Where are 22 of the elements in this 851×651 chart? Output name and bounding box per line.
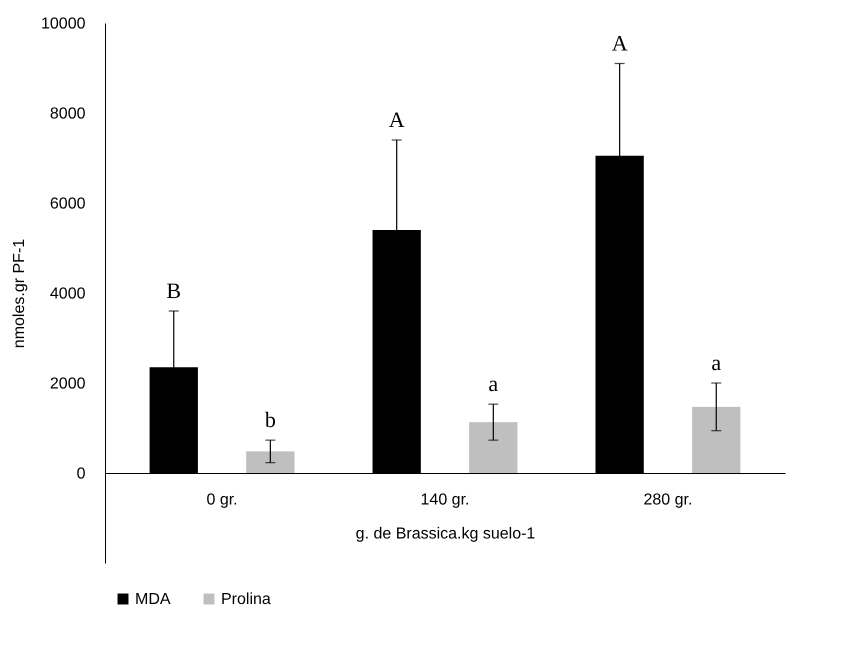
annotation: A <box>388 107 405 132</box>
annotation: B <box>166 278 182 303</box>
legend-label: MDA <box>135 591 171 608</box>
y-tick-label: 2000 <box>50 376 86 392</box>
bar <box>246 451 295 473</box>
y-tick-label: 4000 <box>50 286 86 302</box>
y-tick-label: 0 <box>76 466 86 482</box>
annotation: a <box>711 350 722 375</box>
y-tick-label: 8000 <box>50 106 86 122</box>
annotation: a <box>488 371 498 396</box>
legend-label: Prolina <box>221 591 271 608</box>
bar <box>692 406 740 473</box>
annotation: b <box>264 407 276 432</box>
y-axis-title: nmoles.gr PF-1 <box>11 238 28 348</box>
x-tick-label: 0 gr. <box>206 492 238 508</box>
x-tick-label: 280 gr. <box>643 492 692 508</box>
y-tick-label: 10000 <box>41 16 86 32</box>
bar <box>469 422 518 473</box>
annotation: A <box>612 30 628 56</box>
x-axis-title: g. de Brassica.kg suelo-1 <box>356 526 536 542</box>
x-tick-label: 140 gr. <box>420 492 470 508</box>
y-tick-label: 6000 <box>50 196 86 212</box>
